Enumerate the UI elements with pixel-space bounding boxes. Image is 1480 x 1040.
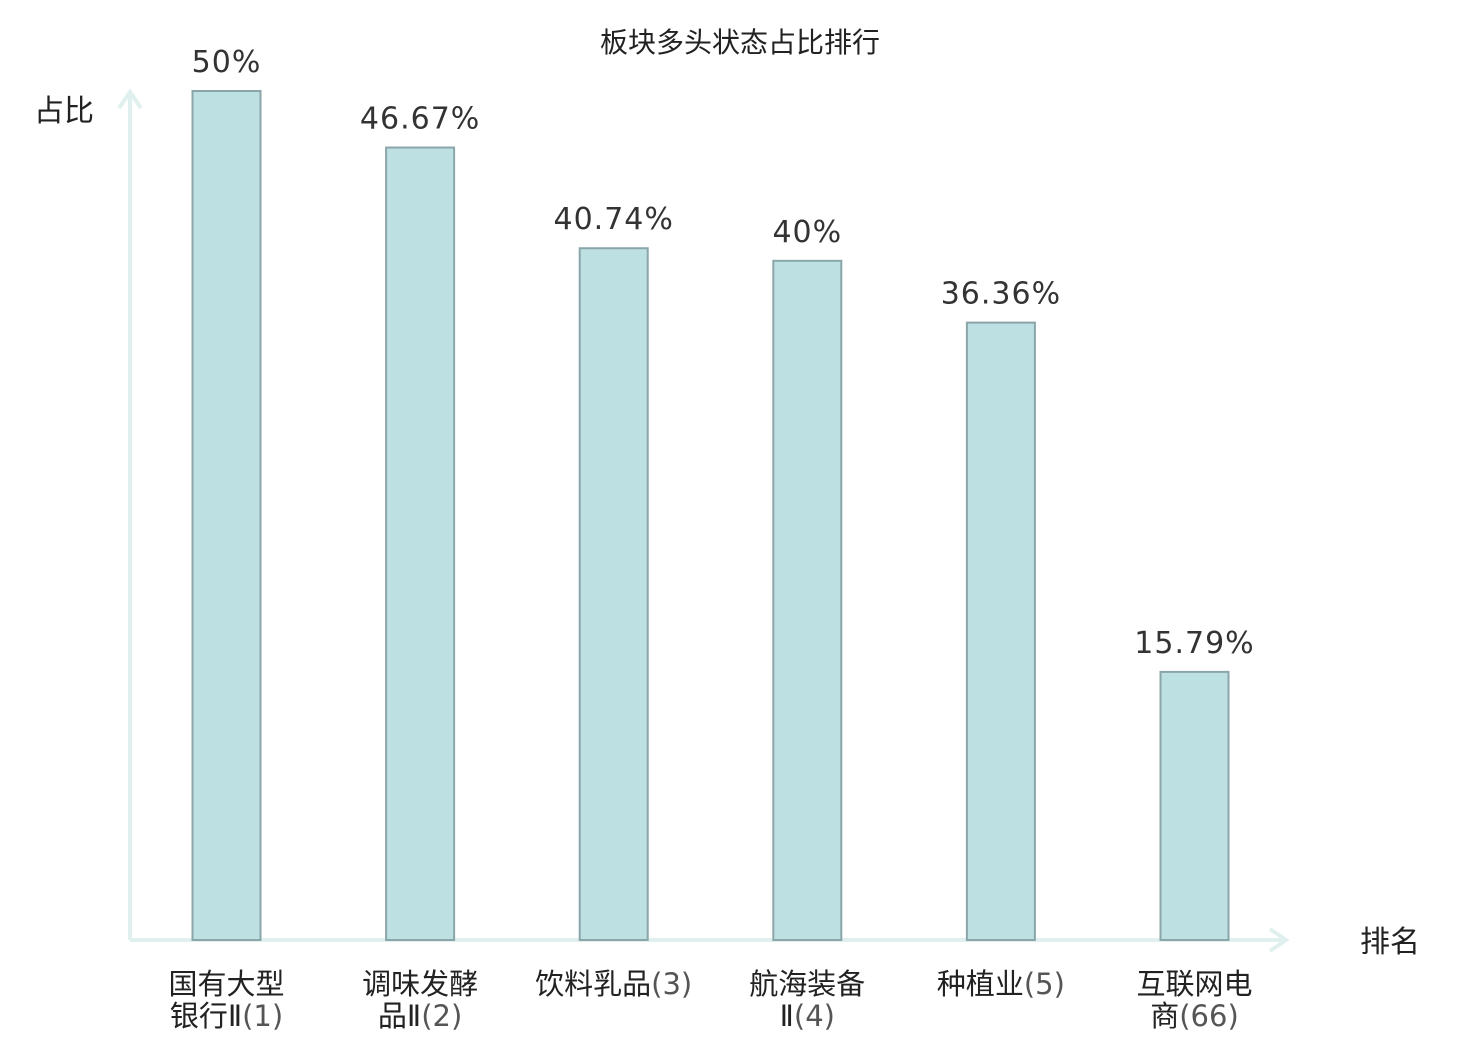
value-label-3: 40.74% — [554, 202, 674, 237]
x-axis-label: 排名 — [1360, 925, 1420, 960]
value-label-2: 46.67% — [360, 102, 480, 137]
category-label-2: 调味发酵品Ⅱ(2) — [362, 967, 478, 1033]
y-axis-label: 占比 — [34, 94, 94, 129]
bar-6 — [1159, 670, 1230, 941]
value-labels-group: 50% 46.67% 40.74% 40% 36.36% 15.79% — [192, 45, 1254, 661]
bar-4 — [772, 259, 843, 941]
bars-group — [191, 90, 1230, 942]
bar-5 — [965, 321, 1036, 942]
category-label-3: 饮料乳品(3) — [535, 967, 692, 1001]
bar-1 — [191, 90, 262, 941]
value-label-5: 36.36% — [941, 277, 1061, 312]
category-label-4: 航海装备 Ⅱ(4) — [749, 967, 865, 1033]
category-label-1: 国有大型银行Ⅱ(1) — [168, 967, 284, 1033]
x-axis-arrow — [1268, 927, 1290, 953]
chart-title: 板块多头状态占比排行 — [600, 26, 880, 59]
bar-2 — [385, 146, 456, 941]
y-axis-arrow — [117, 88, 143, 110]
category-labels-group: 国有大型银行Ⅱ(1) 调味发酵品Ⅱ(2) 饮料乳品(3) 航海装备 Ⅱ(4) 种植业(5)… — [168, 967, 1252, 1033]
value-label-1: 50% — [192, 45, 262, 80]
category-label-6: 互联网电商(66) — [1136, 967, 1252, 1033]
category-label-5: 种植业(5) — [937, 967, 1065, 1001]
bar-3 — [578, 247, 649, 941]
value-label-6: 15.79% — [1134, 626, 1254, 661]
value-label-4: 40% — [772, 215, 842, 250]
axes — [117, 88, 1290, 953]
